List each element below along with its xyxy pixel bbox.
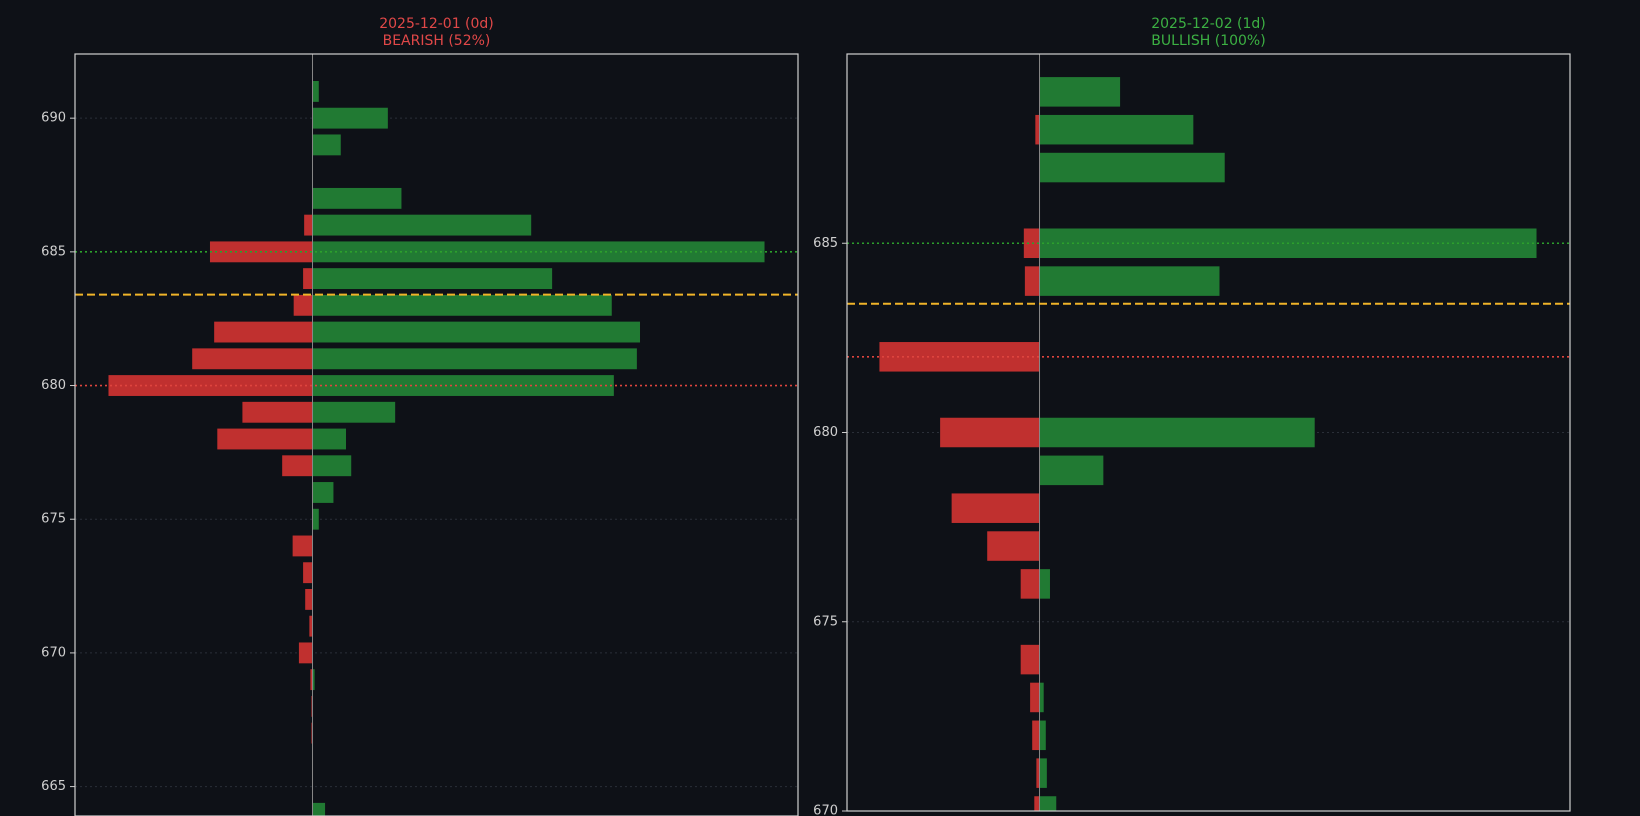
bar [1039, 720, 1046, 751]
bar [312, 294, 612, 316]
bar [1039, 455, 1104, 486]
chart-title: 2025-12-01 (0d) [379, 16, 494, 32]
y-tick-label: 685 [41, 244, 66, 259]
y-tick-label: 680 [41, 378, 66, 393]
bar [311, 722, 313, 744]
bar [940, 417, 1040, 448]
plot-area [847, 54, 1570, 811]
chart-subtitle: BEARISH (52%) [383, 33, 491, 49]
chart-title: 2025-12-02 (1d) [1151, 16, 1266, 32]
bar [312, 81, 319, 102]
bar [303, 268, 313, 290]
bar [1034, 796, 1040, 811]
bar [292, 535, 313, 557]
bar [312, 214, 532, 236]
bar [298, 642, 313, 664]
bar [309, 615, 313, 637]
bar [214, 321, 313, 343]
bar [312, 401, 396, 423]
bar [1020, 569, 1040, 599]
bar [305, 589, 313, 610]
bar [1039, 114, 1194, 145]
bar [1023, 228, 1040, 259]
bar [312, 428, 346, 450]
bar [192, 348, 313, 370]
bar [217, 428, 313, 450]
bar [1024, 266, 1040, 296]
bar [1039, 77, 1121, 107]
bar [1039, 152, 1225, 183]
plot-frame [74, 53, 799, 816]
bar [951, 493, 1040, 523]
bar [312, 241, 765, 263]
bar [987, 531, 1040, 561]
plot-area [75, 54, 798, 816]
bar [1036, 758, 1040, 788]
chart-subtitle: BULLISH (100%) [1151, 33, 1265, 49]
bar [310, 669, 313, 691]
y-tick-label: 685 [813, 236, 838, 251]
bar [1039, 758, 1047, 788]
bar [293, 294, 313, 316]
bar [304, 214, 313, 236]
bar [242, 401, 313, 423]
bar [1039, 266, 1220, 296]
plot-frame [846, 53, 1571, 812]
bar [312, 268, 553, 290]
bar [312, 802, 326, 816]
bar [1039, 569, 1050, 599]
bar [312, 669, 315, 691]
bar [312, 455, 352, 477]
bar [1030, 682, 1040, 713]
bar [311, 695, 313, 717]
y-tick-label: 670 [813, 804, 838, 816]
y-tick-label: 690 [41, 111, 66, 126]
bar [282, 455, 313, 477]
bar [312, 107, 388, 129]
bar [312, 134, 341, 156]
bar [312, 187, 402, 209]
bar [1032, 720, 1040, 751]
bar [303, 562, 313, 584]
y-tick-label: 670 [41, 645, 66, 660]
bar [312, 375, 614, 396]
y-tick-label: 665 [41, 779, 66, 794]
bar [312, 321, 641, 343]
bar [312, 482, 334, 503]
y-tick-label: 675 [813, 614, 838, 629]
y-tick-label: 680 [813, 425, 838, 440]
bar [1039, 417, 1315, 448]
bar [1035, 114, 1040, 145]
bar [312, 348, 637, 370]
bar [1020, 644, 1040, 675]
bar [1039, 682, 1044, 713]
bar [1039, 796, 1057, 811]
bar [312, 508, 319, 530]
y-tick-label: 675 [41, 512, 66, 527]
